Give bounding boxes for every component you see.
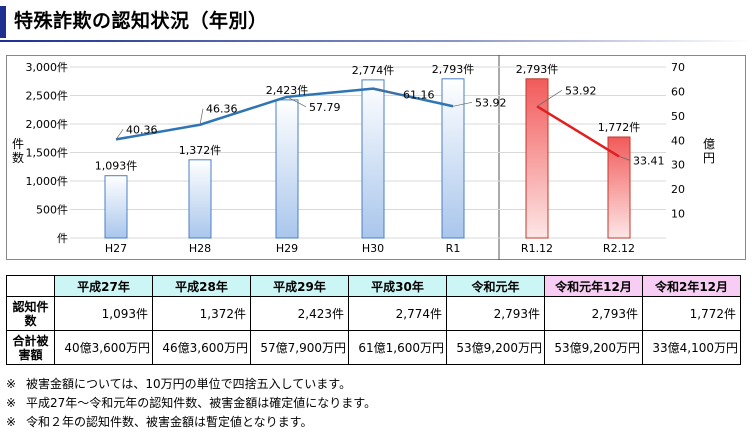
note-text: 被害金額については、10万円の単位で四捨五入しています。 bbox=[26, 377, 352, 391]
note-mark: ※ bbox=[6, 396, 17, 410]
table-row: 合計被害額 40億3,600万円 46億3,600万円 57億7,900万円 6… bbox=[6, 330, 741, 365]
x-tick-label: R1 bbox=[446, 242, 461, 255]
bar-value-label: 2,793件 bbox=[432, 63, 475, 76]
footnote: ※ 被害金額については、10万円の単位で四捨五入しています。 bbox=[6, 375, 376, 394]
line-label-leader bbox=[199, 108, 204, 125]
line-label-leader bbox=[452, 101, 473, 107]
table-header: 令和2年12月 bbox=[642, 275, 741, 297]
page-title: 特殊詐欺の認知状況（年別） bbox=[14, 10, 268, 32]
line-label-leader bbox=[372, 88, 401, 95]
y-axis-label: 件 bbox=[12, 137, 24, 151]
note-text: 令和２年の認知件数、被害金額は暫定値となります。 bbox=[26, 415, 313, 429]
bar bbox=[525, 78, 549, 239]
y-tick-label: 3,000件 bbox=[26, 61, 69, 74]
table-cell: 2,423件 bbox=[250, 296, 349, 331]
row-label-text: 合計被害額 bbox=[12, 333, 49, 362]
note-mark: ※ bbox=[6, 377, 17, 391]
y-tick-label: 1,500件 bbox=[26, 147, 69, 160]
y2-tick-label: 10 bbox=[671, 208, 685, 221]
note-mark: ※ bbox=[6, 415, 17, 429]
bar-value-label: 2,774件 bbox=[352, 64, 395, 77]
line-label-leader bbox=[618, 156, 631, 161]
y2-tick-label: 70 bbox=[671, 61, 685, 74]
footnotes: ※ 被害金額については、10万円の単位で四捨五入しています。 ※ 平成27年～令和元… bbox=[6, 375, 376, 432]
table-cell: 1,372件 bbox=[152, 296, 251, 331]
table-cell: 33億4,100万円 bbox=[642, 330, 741, 365]
series-line-red bbox=[536, 105, 620, 158]
y2-axis-label: 円 bbox=[703, 151, 715, 165]
table-cell: 57億7,900万円 bbox=[250, 330, 349, 365]
y2-tick-label: 60 bbox=[671, 85, 685, 98]
bar bbox=[607, 136, 631, 239]
table-header-row: 平成27年 平成28年 平成29年 平成30年 令和元年 令和元年12月 令和2… bbox=[6, 275, 741, 297]
y-tick-label: 2,500件 bbox=[26, 90, 69, 103]
table-cell: 2,793件 bbox=[446, 296, 545, 331]
y-axis-label: 数 bbox=[12, 150, 24, 165]
line-value-label: 57.79 bbox=[309, 101, 341, 114]
table-cell: 1,772件 bbox=[642, 296, 741, 331]
table-header: 平成29年 bbox=[250, 275, 349, 297]
row-label-count: 認知件数 bbox=[6, 296, 55, 331]
table-cell: 53億9,200万円 bbox=[544, 330, 643, 365]
y2-axis-label: 億 bbox=[703, 137, 715, 151]
y-tick-label: 2,000件 bbox=[26, 118, 69, 131]
x-tick-label: H27 bbox=[105, 242, 127, 255]
line-value-label: 61.16 bbox=[403, 89, 435, 102]
line-label-leader bbox=[115, 129, 124, 140]
bar-value-label: 1,772件 bbox=[598, 121, 641, 134]
bar-value-label: 1,093件 bbox=[95, 160, 138, 173]
bar bbox=[361, 79, 385, 239]
title-accent-bar bbox=[0, 6, 6, 38]
y2-tick-label: 20 bbox=[671, 183, 685, 196]
bar bbox=[441, 78, 465, 239]
recognition-chart: 1,093件 H27 1,372件 H28 2,423件 H29 2,774件 H30 2,79… bbox=[6, 55, 746, 260]
table-header: 平成27年 bbox=[54, 275, 153, 297]
bar-value-label: 2,793件 bbox=[516, 63, 559, 76]
table-cell: 1,093件 bbox=[54, 296, 153, 331]
y-tick-label: 500件 bbox=[36, 204, 68, 217]
summary-table: 平成27年 平成28年 平成29年 平成30年 令和元年 令和元年12月 令和2… bbox=[6, 275, 741, 365]
line-value-label: 46.36 bbox=[206, 103, 238, 116]
table-corner bbox=[6, 275, 55, 297]
table-cell: 2,793件 bbox=[544, 296, 643, 331]
y2-tick-label: 50 bbox=[671, 110, 685, 123]
x-tick-label: H30 bbox=[362, 242, 384, 255]
table-header: 平成28年 bbox=[152, 275, 251, 297]
line-label-leader bbox=[536, 89, 563, 107]
line-value-label: 40.36 bbox=[126, 123, 158, 136]
table-header: 平成30年 bbox=[348, 275, 447, 297]
table-cell: 40億3,600万円 bbox=[54, 330, 153, 365]
table-cell: 61億1,600万円 bbox=[348, 330, 447, 365]
bar bbox=[104, 175, 128, 239]
line-value-label: 53.92 bbox=[565, 84, 597, 97]
table-header: 令和元年 bbox=[446, 275, 545, 297]
table-cell: 53億9,200万円 bbox=[446, 330, 545, 365]
x-tick-label: H28 bbox=[189, 242, 211, 255]
x-tick-label: R1.12 bbox=[521, 242, 553, 255]
footnote: ※ 平成27年～令和元年の認知件数、被害金額は確定値になります。 bbox=[6, 394, 376, 413]
y2-tick-label: 40 bbox=[671, 134, 685, 147]
bar-value-label: 2,423件 bbox=[266, 84, 309, 97]
y-tick-label: 件 bbox=[57, 232, 68, 245]
x-tick-label: R2.12 bbox=[603, 242, 635, 255]
bar bbox=[188, 159, 212, 239]
line-label-leader bbox=[286, 96, 307, 108]
page-header: 特殊詐欺の認知状況（年別） bbox=[0, 0, 752, 44]
y2-tick-label: 30 bbox=[671, 159, 685, 172]
row-label-text: 認知件数 bbox=[12, 299, 49, 328]
y-tick-label: 1,000件 bbox=[26, 175, 69, 188]
bar bbox=[275, 99, 299, 239]
title-underline bbox=[0, 40, 752, 42]
footnote: ※ 令和２年の認知件数、被害金額は暫定値となります。 bbox=[6, 413, 376, 432]
table-header: 令和元年12月 bbox=[544, 275, 643, 297]
note-text: 平成27年～令和元年の認知件数、被害金額は確定値になります。 bbox=[26, 396, 377, 410]
row-label-damage: 合計被害額 bbox=[6, 330, 55, 365]
line-value-label: 33.41 bbox=[633, 154, 665, 167]
x-tick-label: H29 bbox=[276, 242, 298, 255]
table-cell: 2,774件 bbox=[348, 296, 447, 331]
table-row: 認知件数 1,093件 1,372件 2,423件 2,774件 2,793件 … bbox=[6, 296, 741, 331]
table-cell: 46億3,600万円 bbox=[152, 330, 251, 365]
bar-value-label: 1,372件 bbox=[179, 144, 222, 157]
line-value-label: 53.92 bbox=[475, 96, 507, 109]
